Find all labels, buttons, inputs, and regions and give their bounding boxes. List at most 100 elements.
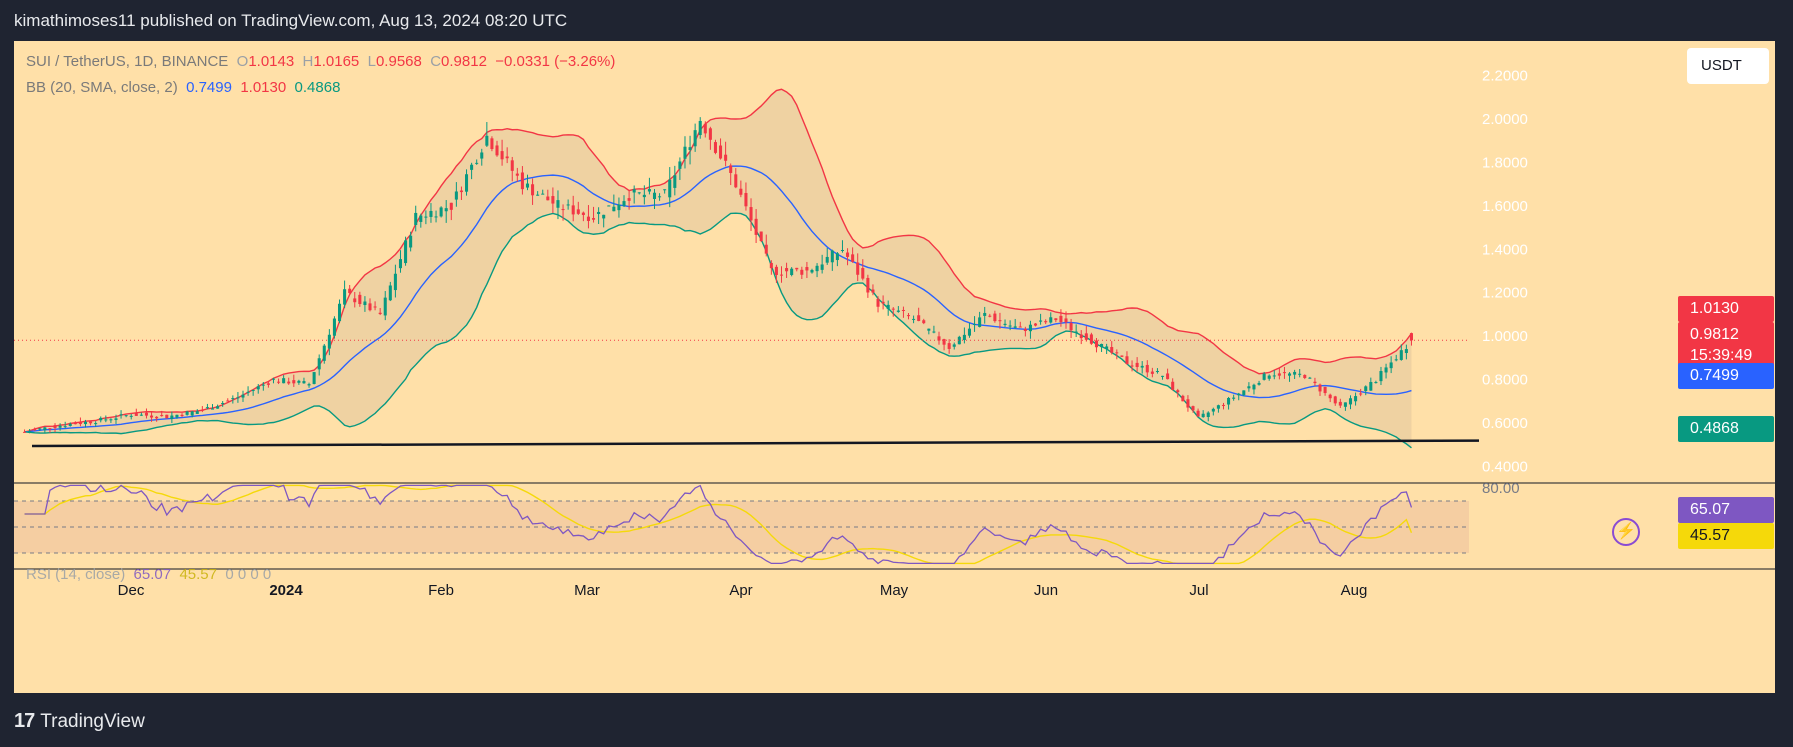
bb-band-fill — [24, 89, 1412, 448]
candle-body — [139, 414, 143, 416]
x-tick-label: 2024 — [269, 582, 303, 599]
candle-body — [531, 184, 535, 196]
bb-lower-line — [24, 212, 1412, 449]
bb-upper-line — [24, 88, 1413, 433]
candle-body — [607, 205, 611, 207]
candle-body — [617, 204, 621, 211]
candle-body — [114, 418, 118, 420]
candle-body — [1074, 331, 1078, 333]
candle-body — [434, 216, 438, 218]
candle-body — [1211, 408, 1215, 412]
candle-body — [307, 384, 311, 386]
chart-frame[interactable]: 2.2000 2.0000 1.8000 1.6000 1.4000 1.2000 1.00… — [14, 41, 1775, 693]
candle-body — [1008, 325, 1012, 327]
candle-body — [1100, 343, 1104, 348]
candle-body — [800, 269, 804, 275]
candle-body — [1313, 381, 1317, 384]
open-label: O — [236, 53, 249, 70]
candle-body — [647, 189, 651, 192]
candle-body — [1272, 375, 1276, 377]
candle-body — [241, 394, 245, 398]
candle-body — [744, 192, 748, 207]
candle-body — [973, 323, 977, 325]
candle-body — [719, 145, 723, 159]
candle-body — [205, 407, 209, 409]
candle-body — [592, 218, 596, 220]
y-tick-label: 0.4000 — [1482, 459, 1528, 476]
candle-body — [236, 397, 240, 399]
rsi-ma-legend-value: 45.57 — [179, 566, 217, 583]
candle-body — [759, 231, 763, 242]
candle-body — [439, 207, 443, 217]
candle-body — [48, 428, 52, 430]
candle-body — [1384, 367, 1388, 373]
symbol-label[interactable]: SUI / TetherUS, 1D, BINANCE — [26, 53, 229, 70]
candle-body — [302, 381, 306, 384]
y-tick-label: 1.0000 — [1482, 328, 1528, 345]
candle-body — [1247, 386, 1251, 389]
candle-body — [820, 264, 824, 270]
candle-body — [231, 398, 235, 400]
candle-body — [561, 209, 565, 211]
candle-body — [1084, 333, 1088, 340]
bb-label[interactable]: BB (20, SMA, close, 2) — [26, 79, 178, 96]
candle-body — [1120, 355, 1124, 357]
candle-body — [287, 381, 291, 384]
candle-body — [754, 218, 758, 235]
candle-body — [896, 310, 900, 312]
lightning-icon[interactable]: ⚡ — [1612, 518, 1640, 546]
candle-body — [1054, 318, 1058, 321]
candle-body — [1003, 323, 1007, 325]
currency-button[interactable]: USDT — [1687, 48, 1769, 84]
candle-body — [724, 154, 728, 161]
footer-brand[interactable]: 17 TradingView — [14, 710, 145, 733]
candle-body — [256, 386, 260, 390]
bb-middle-badge: 0.7499 — [1678, 363, 1774, 389]
rsi-badge: 65.07 — [1678, 497, 1774, 523]
candle-body — [465, 174, 469, 192]
candle-body — [1028, 324, 1032, 332]
candle-body — [729, 165, 733, 173]
candle-body — [1044, 321, 1048, 323]
candle-body — [1348, 398, 1353, 405]
candle-body — [475, 162, 479, 164]
candle-body — [404, 240, 408, 264]
price-chart[interactable]: 2.2000 2.0000 1.8000 1.6000 1.4000 1.2000 1.00… — [14, 41, 1775, 693]
candle-body — [815, 265, 819, 272]
candle-body — [1394, 359, 1398, 361]
candle-body — [322, 345, 326, 361]
candle-body — [210, 408, 215, 410]
candle-body — [1140, 365, 1144, 368]
rsi-legend-value: 65.07 — [133, 566, 172, 583]
candle-body — [282, 378, 286, 384]
x-tick-label: Jul — [1189, 582, 1208, 599]
candle-body — [637, 192, 641, 194]
rsi-label[interactable]: RSI (14, close) — [26, 566, 126, 583]
candle-body — [424, 216, 428, 218]
candle-body — [28, 431, 32, 433]
candle-body — [261, 384, 265, 386]
candle-body — [43, 427, 47, 431]
candle-body — [688, 147, 692, 151]
candle-body — [983, 312, 987, 316]
candle-body — [1039, 320, 1043, 322]
candle-body — [901, 309, 905, 311]
candle-body — [805, 267, 809, 271]
candle-body — [612, 206, 616, 212]
candle-body — [1064, 318, 1068, 323]
candle-body — [1359, 393, 1363, 395]
candle-body — [353, 298, 357, 303]
y-tick-label: 0.8000 — [1482, 372, 1528, 389]
candle-body — [978, 317, 982, 327]
candle-body — [58, 425, 62, 428]
ohlc-legend: SUI / TetherUS, 1D, BINANCE O1.0143 H1.0… — [26, 53, 615, 70]
candle-body — [332, 318, 336, 336]
candle-body — [454, 191, 458, 200]
candle-body — [1267, 375, 1271, 379]
candle-body — [388, 285, 392, 301]
candle-body — [576, 209, 580, 214]
candle-body — [1069, 322, 1073, 331]
candle-body — [195, 411, 199, 414]
candle-body — [495, 145, 499, 156]
candle-body — [124, 415, 128, 417]
